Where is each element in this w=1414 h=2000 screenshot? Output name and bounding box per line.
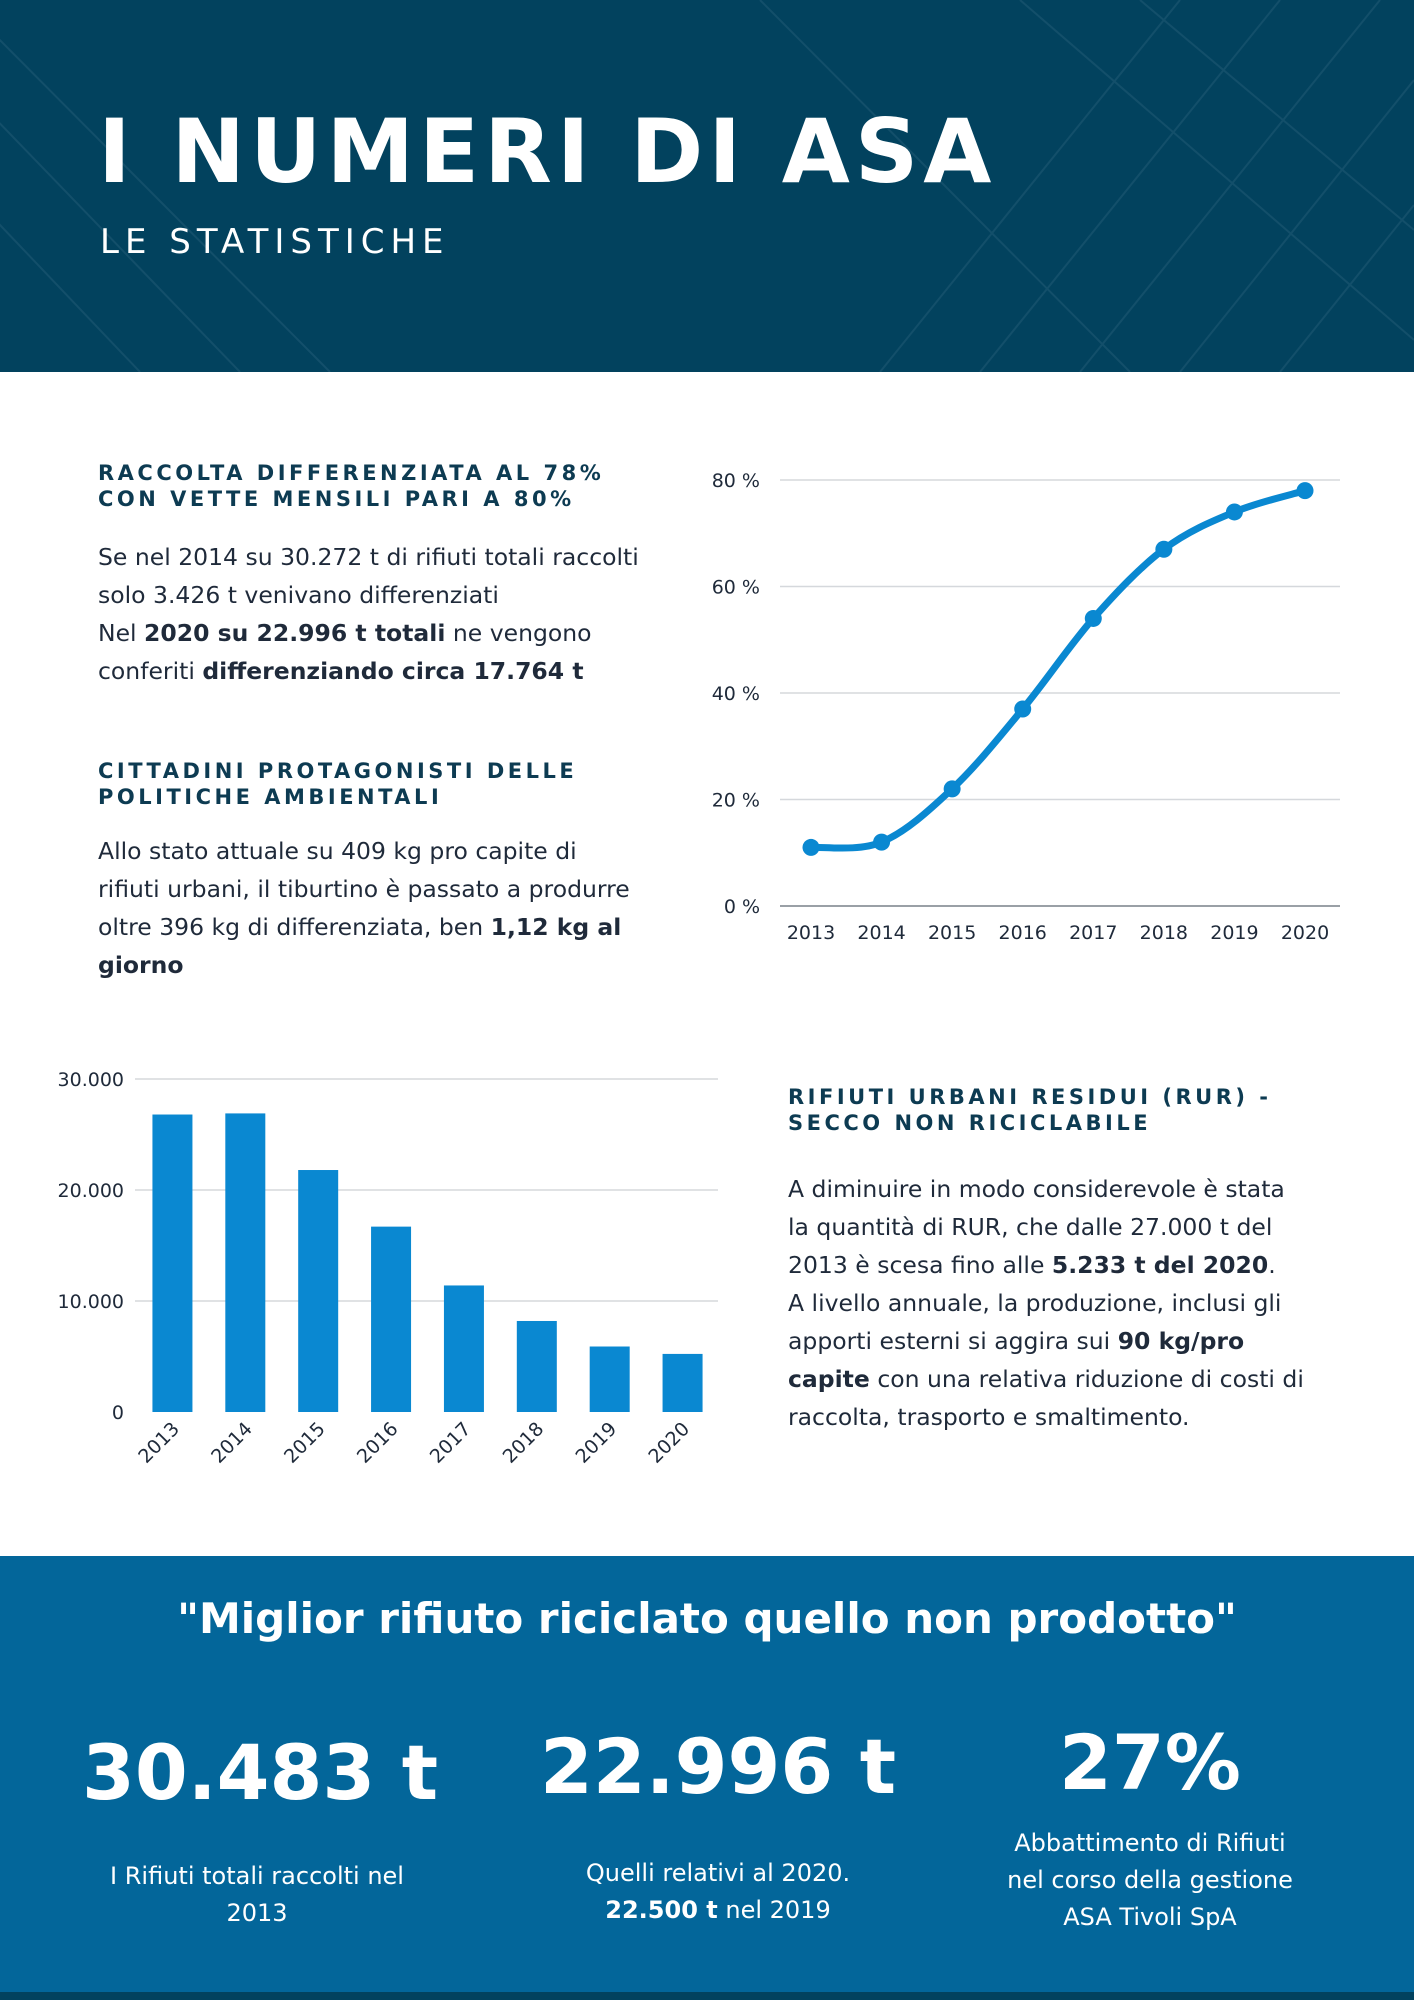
bar-chart-bar xyxy=(589,1346,630,1412)
bar-chart-x-tick: 2014 xyxy=(207,1418,257,1468)
line-chart-point xyxy=(1014,700,1032,718)
text-line: A diminuire in modo considerevole è stat… xyxy=(788,1175,1285,1203)
bar-chart-y-tick: 0 xyxy=(112,1402,124,1424)
section-cittadini-title: CITTADINI PROTAGONISTI DELLE POLITICHE A… xyxy=(98,758,577,810)
text-line: capite con una relativa riduzione di cos… xyxy=(788,1365,1304,1393)
stat-label-total-2013: I Rifiuti totali raccolti nel 2013 xyxy=(110,1862,404,1927)
text-line: apporti esterni si aggira sui 90 kg/pro xyxy=(788,1327,1245,1355)
text-line: rifiuti urbani, il tiburtino è passato a… xyxy=(98,875,630,903)
bar-chart-bar xyxy=(516,1320,557,1412)
section-title-line: POLITICHE AMBIENTALI xyxy=(98,785,443,809)
section-rur-title: RIFIUTI URBANI RESIDUI (RUR) - SECCO NON… xyxy=(788,1084,1272,1136)
line-chart-x-tick: 2013 xyxy=(787,922,835,944)
line-chart-x-tick: 2015 xyxy=(928,922,976,944)
stat-label-total-2020: Quelli relativi al 2020. 22.500 t nel 20… xyxy=(585,1859,851,1924)
page-subtitle: LE STATISTICHE xyxy=(100,222,450,262)
bar-chart-x-tick: 2013 xyxy=(134,1418,184,1468)
stat-value-abbattimento: 27% xyxy=(1059,1718,1241,1807)
footer-bottom-strip xyxy=(0,1992,1414,2000)
bar-chart-bar xyxy=(371,1226,412,1412)
line-chart-x-tick: 2017 xyxy=(1069,922,1117,944)
section-title-line: SECCO NON RICICLABILE xyxy=(788,1111,1152,1135)
text-line: oltre 396 kg di differenziata, ben 1,12 … xyxy=(98,913,622,941)
line-chart-y-tick: 80 % xyxy=(712,470,760,492)
footer-banner xyxy=(0,1556,1414,2000)
bar-chart-bar xyxy=(443,1285,484,1412)
line-chart-point xyxy=(873,833,891,851)
section-title-line: CON VETTE MENSILI PARI A 80% xyxy=(98,487,575,511)
bar-chart-x-tick: 2017 xyxy=(426,1418,476,1468)
stat-label-abbattimento: Abbattimento di Rifiuti nel corso della … xyxy=(1007,1829,1293,1931)
text-line: Allo stato attuale su 409 kg pro capite … xyxy=(98,837,577,865)
line-chart-point xyxy=(1296,482,1314,500)
line-chart-y-tick: 60 % xyxy=(712,577,760,599)
bar-chart-x-tick: 2018 xyxy=(499,1418,549,1468)
bar-chart-bar xyxy=(152,1114,193,1412)
line-chart-x-tick: 2014 xyxy=(857,922,905,944)
section-title-line: CITTADINI PROTAGONISTI DELLE xyxy=(98,759,578,783)
page-title: I NUMERI DI ASA xyxy=(98,100,997,203)
bar-chart-x-tick: 2015 xyxy=(280,1418,330,1468)
line-chart-x-tick: 2016 xyxy=(999,922,1047,944)
line-chart-x-tick: 2020 xyxy=(1281,922,1329,944)
line-chart-point xyxy=(802,838,820,856)
line-chart-series-line xyxy=(807,487,1309,852)
text-line: conferiti differenziando circa 17.764 t xyxy=(98,657,584,685)
text-line: 2013 è scesa fino alle 5.233 t del 2020. xyxy=(788,1251,1276,1279)
text-line: solo 3.426 t venivano differenziati xyxy=(98,581,499,609)
line-chart-y-tick: 20 % xyxy=(712,790,760,812)
text-line: Se nel 2014 su 30.272 t di rifiuti total… xyxy=(98,543,639,571)
bar-chart-bar xyxy=(225,1113,266,1412)
bar-chart-bar xyxy=(298,1170,339,1412)
text-line: A livello annuale, la produzione, inclus… xyxy=(788,1289,1282,1317)
section-differenziata-text: Se nel 2014 su 30.272 t di rifiuti total… xyxy=(98,538,678,690)
header-banner: I NUMERI DI ASA LE STATISTICHE xyxy=(0,0,1414,372)
header-diagonal-pattern xyxy=(0,0,1414,372)
line-chart-point xyxy=(1155,540,1173,558)
footer-quote: "Miglior rifiuto riciclato quello non pr… xyxy=(177,1594,1237,1643)
bar-chart-y-tick: 30.000 xyxy=(58,1069,124,1091)
line-chart-point xyxy=(1084,609,1102,627)
text-line: la quantità di RUR, che dalle 27.000 t d… xyxy=(788,1213,1273,1241)
section-title-line: RIFIUTI URBANI RESIDUI (RUR) - xyxy=(788,1085,1272,1109)
line-chart-y-tick: 0 % xyxy=(724,896,760,918)
text-line: Nel 2020 su 22.996 t totali ne vengono xyxy=(98,619,592,647)
bar-chart-y-tick: 10.000 xyxy=(58,1291,124,1313)
line-chart-y-tick: 40 % xyxy=(712,683,760,705)
stat-value-total-2013: 30.483 t xyxy=(81,1728,439,1817)
line-chart-point xyxy=(1225,503,1243,521)
line-chart-x-tick: 2019 xyxy=(1210,922,1258,944)
stat-value-total-2020: 22.996 t xyxy=(539,1722,897,1811)
text-line: raccolta, trasporto e smaltimento. xyxy=(788,1403,1190,1431)
section-rur-text: A diminuire in modo considerevole è stat… xyxy=(788,1170,1368,1436)
section-differenziata-title: RACCOLTA DIFFERENZIATA AL 78% CON VETTE … xyxy=(98,460,604,512)
bar-chart-x-tick: 2016 xyxy=(353,1418,403,1468)
bar-chart-x-tick: 2020 xyxy=(644,1418,694,1468)
section-cittadini-text: Allo stato attuale su 409 kg pro capite … xyxy=(98,832,698,984)
line-chart-x-tick: 2018 xyxy=(1140,922,1188,944)
bar-chart-y-tick: 20.000 xyxy=(58,1180,124,1202)
text-line: giorno xyxy=(98,951,184,979)
line-chart-point xyxy=(943,780,961,798)
section-title-line: RACCOLTA DIFFERENZIATA AL 78% xyxy=(98,461,605,485)
bar-chart-bar xyxy=(662,1353,703,1412)
bar-chart-x-tick: 2019 xyxy=(571,1418,621,1468)
